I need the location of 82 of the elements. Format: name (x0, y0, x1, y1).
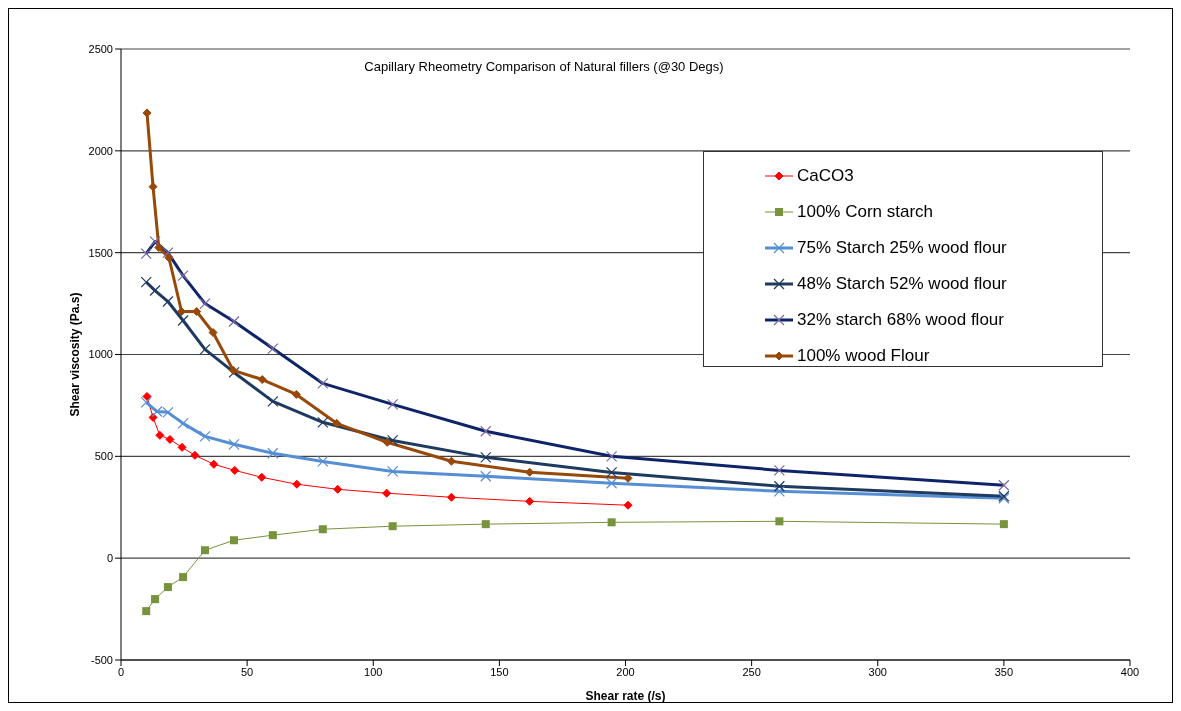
point (291, 389, 301, 399)
point (387, 465, 399, 477)
legend-label: 48% Starch 52% wood flour (797, 274, 1007, 294)
point (481, 520, 490, 529)
point (999, 520, 1008, 529)
point (773, 485, 785, 497)
point (163, 583, 172, 592)
point (155, 430, 165, 440)
point (317, 416, 329, 428)
point (773, 480, 785, 492)
point (292, 479, 302, 489)
point (142, 607, 151, 616)
point (177, 314, 189, 327)
legend-label: 75% Starch 25% wood flour (797, 238, 1007, 258)
y-tick-label: 1500 (88, 246, 113, 259)
point (623, 500, 633, 510)
x-tick-label: 100 (364, 665, 383, 678)
point (154, 243, 164, 253)
point (525, 496, 535, 506)
point (382, 437, 392, 447)
point (149, 284, 161, 297)
point (446, 456, 456, 466)
point (257, 375, 267, 385)
point (177, 417, 189, 429)
legend-label: 32% starch 68% wood flour (797, 310, 1004, 330)
point (480, 470, 492, 482)
point (162, 295, 174, 308)
point (228, 365, 238, 375)
point (446, 492, 456, 502)
point (333, 484, 343, 494)
x-tick-label: 50 (241, 665, 254, 678)
x-tick-label: 250 (742, 665, 761, 678)
y-tick-label: 500 (94, 450, 113, 463)
point (267, 395, 279, 407)
point (177, 442, 187, 452)
y-tick-label: 1000 (88, 348, 113, 361)
y-axis-title: Shear viscosity (Pa.s) (68, 292, 83, 417)
point (267, 447, 279, 459)
y-tick-label: 2000 (88, 144, 113, 157)
point (199, 430, 211, 442)
x-tick-label: 0 (117, 665, 125, 678)
point (318, 525, 327, 534)
point (151, 595, 160, 604)
point (230, 465, 240, 475)
point (388, 522, 397, 531)
point (607, 518, 616, 527)
point (606, 466, 618, 479)
point (209, 459, 219, 469)
x-tick-label: 350 (994, 665, 1014, 678)
point (317, 455, 329, 468)
point (190, 450, 200, 460)
point (257, 472, 267, 482)
y-tick-label: 0 (106, 552, 113, 565)
point (140, 276, 152, 288)
x-tick-label: 200 (616, 665, 635, 678)
point (480, 451, 492, 463)
point (268, 531, 277, 540)
legend-label: CaCO3 (797, 166, 854, 186)
point (228, 438, 240, 450)
y-tick-label: 2500 (88, 42, 113, 55)
point (623, 473, 633, 483)
point (606, 477, 618, 489)
point (332, 418, 342, 428)
point (142, 391, 152, 401)
x-tick-label: 400 (1120, 665, 1140, 678)
x-tick-label: 300 (868, 665, 887, 678)
point (382, 488, 392, 498)
point (164, 253, 174, 263)
point (179, 573, 188, 582)
legend-label: 100% wood Flour (797, 346, 930, 366)
point (201, 546, 209, 555)
legend-label: 100% Corn starch (797, 202, 934, 222)
point (387, 434, 399, 447)
point (140, 396, 152, 408)
text: Capillary Rheometry Comparison of Natural fillers (@30 Degs) (364, 59, 724, 74)
x-axis-title: Shear rate (/s) (585, 689, 666, 703)
x-tick-label: 150 (490, 665, 509, 678)
point (775, 517, 784, 526)
point (208, 328, 218, 337)
y-tick-label: -500 (90, 653, 113, 666)
point (230, 536, 239, 545)
point (165, 434, 175, 444)
